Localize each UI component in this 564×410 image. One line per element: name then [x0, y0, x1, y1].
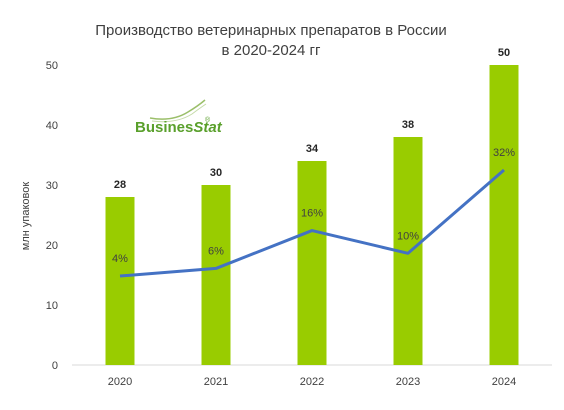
growth-percent-label: 4% — [112, 253, 128, 265]
chart-title-line1: Производство ветеринарных препаратов в Р… — [95, 22, 446, 39]
logo-registered-mark: ® — [205, 116, 211, 124]
logo-text-business: Busines — [135, 119, 193, 136]
bar — [105, 197, 135, 365]
bar — [297, 161, 327, 365]
bar — [489, 65, 519, 365]
growth-percent-label: 10% — [397, 230, 419, 242]
growth-percent-label: 6% — [208, 245, 224, 257]
logo-swoosh-icon — [149, 99, 206, 120]
y-tick-label: 30 — [46, 180, 58, 192]
svg-text:BusinesStat: BusinesStat — [135, 119, 223, 136]
bar-value-label: 28 — [114, 179, 126, 191]
y-tick-label: 40 — [46, 120, 58, 132]
bar-value-label: 30 — [210, 167, 222, 179]
growth-percent-label: 32% — [493, 147, 515, 159]
bar-value-label: 38 — [402, 119, 414, 131]
growth-percent-label: 16% — [301, 208, 323, 220]
y-tick-label: 50 — [46, 60, 58, 72]
y-tick-label: 0 — [52, 360, 58, 372]
x-tick-label: 2024 — [492, 376, 516, 388]
logo-swoosh-icon-2 — [151, 103, 207, 123]
x-tick-label: 2023 — [396, 376, 420, 388]
chart-title-line2: в 2020-2024 гг — [222, 42, 322, 59]
bar-value-label: 50 — [498, 47, 510, 59]
bar-value-label: 34 — [306, 143, 319, 155]
x-tick-label: 2021 — [204, 376, 228, 388]
bar — [201, 185, 231, 365]
y-axis-label: млн упаковок — [20, 182, 32, 251]
businesstat-logo: BusinesStat ® — [135, 99, 223, 136]
x-tick-label: 2020 — [108, 376, 132, 388]
y-tick-label: 10 — [46, 300, 58, 312]
x-tick-label: 2022 — [300, 376, 324, 388]
logo-text-stat: Stat — [193, 119, 222, 136]
growth-line — [119, 168, 505, 278]
y-tick-label: 20 — [46, 240, 58, 252]
